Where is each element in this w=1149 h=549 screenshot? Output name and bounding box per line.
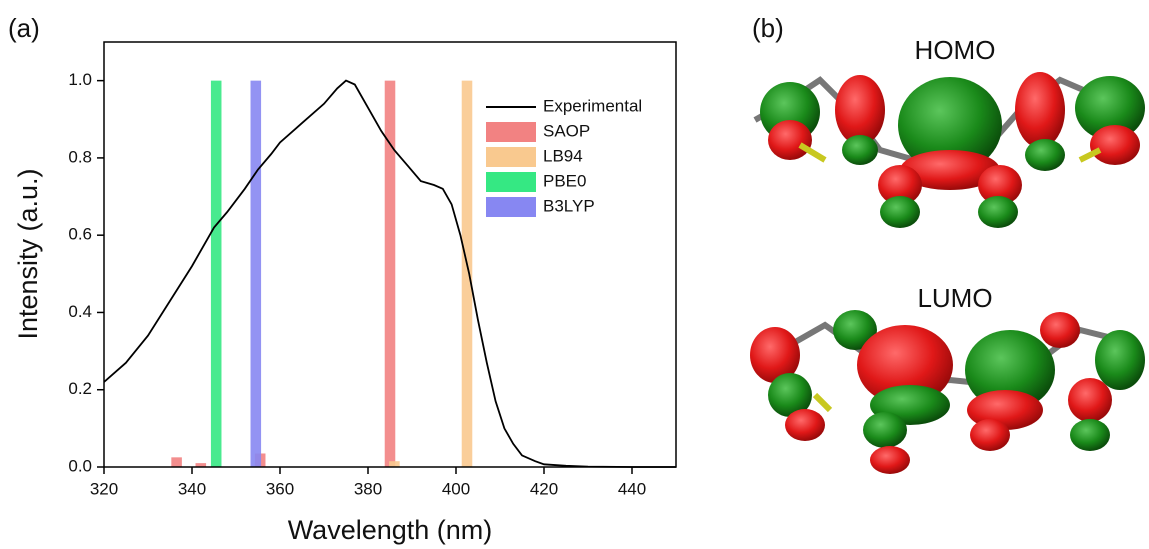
- lumo-orbital: [750, 310, 1145, 474]
- x-axis-label: Wavelength (nm): [288, 515, 493, 545]
- x-tick-label: 340: [178, 479, 206, 498]
- orbital-label: LUMO: [917, 283, 992, 313]
- panel-b: (b) HOMO LUMO: [750, 13, 1145, 474]
- legend-swatch: [486, 122, 536, 142]
- y-tick-label: 0.0: [68, 456, 92, 475]
- bar: [389, 461, 400, 467]
- legend-swatch: [486, 172, 536, 192]
- orbital-label: HOMO: [915, 35, 996, 65]
- x-tick-label: 380: [354, 479, 382, 498]
- y-tick-label: 0.4: [68, 302, 92, 321]
- y-tick-label: 1.0: [68, 70, 92, 89]
- bar: [171, 457, 182, 467]
- legend-label: PBE0: [543, 171, 586, 190]
- y-tick-label: 0.2: [68, 379, 92, 398]
- y-axis-label: Intensity (a.u.): [13, 168, 43, 339]
- bar: [251, 81, 262, 467]
- panel-label: (b): [752, 13, 784, 43]
- bar: [462, 81, 473, 467]
- legend-label: LB94: [543, 146, 583, 165]
- x-tick-label: 440: [618, 479, 646, 498]
- panel-label: (a): [8, 13, 40, 43]
- bar: [211, 81, 222, 467]
- x-tick-label: 400: [442, 479, 470, 498]
- legend-label: B3LYP: [543, 196, 595, 215]
- legend-label: Experimental: [543, 96, 642, 115]
- x-tick-label: 420: [530, 479, 558, 498]
- legend-swatch: [486, 197, 536, 217]
- homo-orbital: [755, 72, 1145, 228]
- legend-label: SAOP: [543, 121, 590, 140]
- x-tick-label: 320: [90, 479, 118, 498]
- figure: (a) Wavelength (nm) Intensity (a.u.) (b)…: [0, 0, 1149, 549]
- legend-swatch: [486, 147, 536, 167]
- x-tick-label: 360: [266, 479, 294, 498]
- y-tick-label: 0.8: [68, 147, 92, 166]
- y-tick-label: 0.6: [68, 225, 92, 244]
